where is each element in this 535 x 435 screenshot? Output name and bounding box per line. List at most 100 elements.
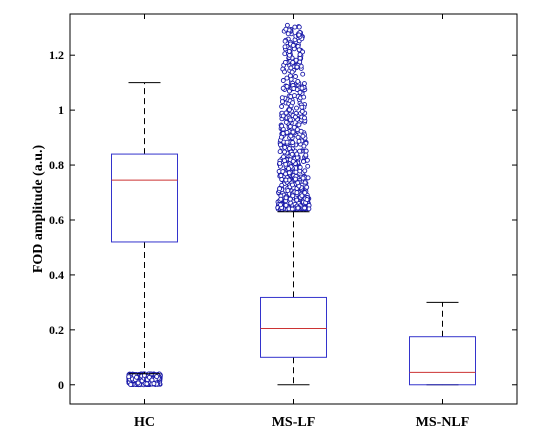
- outlier-point: [286, 48, 292, 54]
- outlier-point: [291, 86, 297, 91]
- outlier-point: [299, 104, 305, 110]
- outlier-point: [302, 190, 308, 196]
- outlier-point: [135, 380, 141, 386]
- outlier-point: [134, 374, 139, 380]
- outlier-point: [304, 197, 310, 203]
- outlier-point: [300, 175, 306, 181]
- x-tick-label: HC: [134, 415, 155, 430]
- y-tick-label: 1: [58, 103, 64, 117]
- outlier-point: [144, 381, 150, 387]
- outlier-point: [292, 176, 298, 182]
- outlier-point: [282, 69, 287, 75]
- y-tick-label: 0.2: [49, 323, 64, 337]
- outlier-point: [287, 117, 293, 123]
- outlier-point: [300, 133, 306, 139]
- outlier-point: [300, 71, 306, 77]
- outlier-point: [283, 177, 289, 183]
- outlier-point: [297, 148, 303, 154]
- outlier-point: [286, 107, 292, 113]
- box-ms-lf: [260, 211, 327, 386]
- outlier-point: [280, 85, 286, 91]
- outlier-point: [282, 38, 288, 44]
- outlier-point: [279, 104, 285, 109]
- outlier-point: [154, 374, 160, 380]
- y-tick-label: 1.2: [49, 48, 64, 62]
- outlier-point: [292, 24, 298, 30]
- outlier-point: [302, 168, 308, 174]
- x-tick-label: MS-LF: [272, 415, 316, 430]
- outlier-point: [151, 381, 157, 387]
- outlier-point: [285, 31, 291, 37]
- outlier-point: [128, 382, 134, 388]
- x-axis: HC MS-LF MS-NLF: [134, 14, 469, 430]
- y-axis: 0 0.2 0.4 0.6 0.8 1 1.2: [49, 48, 517, 392]
- outlier-point: [299, 85, 305, 91]
- outlier-point: [284, 83, 290, 89]
- outlier-point: [286, 166, 292, 172]
- outlier-point: [280, 78, 286, 83]
- outlier-point: [284, 22, 290, 28]
- iqr-box: [260, 296, 327, 358]
- y-axis-label: FOD amplitude (a.u.): [31, 144, 46, 273]
- outlier-point: [293, 57, 299, 63]
- outlier-point: [285, 188, 291, 194]
- outlier-point: [297, 164, 303, 170]
- box-ms-nlf: [409, 301, 476, 386]
- outlier-point: [289, 69, 295, 75]
- outlier-point: [290, 42, 296, 48]
- outlier-point: [278, 134, 284, 140]
- outlier-point: [303, 148, 309, 154]
- outlier-point: [302, 205, 308, 211]
- outlier-point: [278, 196, 284, 202]
- x-tick-label: MS-NLF: [416, 415, 470, 430]
- outlier-point: [305, 163, 311, 169]
- outlier-point: [290, 193, 296, 199]
- outlier-point: [292, 114, 298, 120]
- outlier-point: [293, 169, 299, 175]
- outlier-point: [291, 124, 297, 130]
- outlier-point: [301, 143, 307, 149]
- outlier-point: [284, 139, 290, 145]
- outlier-point: [283, 26, 289, 32]
- outlier-point: [283, 119, 289, 125]
- iqr-box: [409, 336, 476, 386]
- outlier-point: [290, 140, 296, 145]
- outlier-point: [296, 24, 302, 30]
- outlier-point: [126, 374, 132, 380]
- outlier-point: [290, 129, 296, 135]
- outlier-point: [288, 65, 294, 71]
- outlier-point: [277, 149, 283, 155]
- outlier-point: [294, 105, 299, 111]
- outlier-point: [298, 128, 304, 134]
- outlier-point: [284, 129, 290, 135]
- outliers-layer: [126, 22, 312, 388]
- outlier-point: [284, 75, 290, 81]
- y-tick-label: 0.8: [49, 158, 64, 172]
- outlier-point: [295, 134, 301, 140]
- outlier-point: [277, 142, 283, 148]
- y-tick-label: 0.4: [49, 268, 64, 282]
- outlier-point: [296, 32, 302, 38]
- outlier-point: [277, 186, 283, 192]
- outlier-point: [286, 88, 292, 94]
- outlier-point: [283, 161, 289, 167]
- outlier-point: [289, 151, 295, 157]
- outlier-point: [293, 74, 298, 79]
- outlier-point: [294, 197, 300, 203]
- outlier-point: [304, 157, 310, 163]
- outlier-point: [295, 78, 301, 84]
- outlier-point: [290, 182, 295, 188]
- outlier-point: [279, 176, 285, 182]
- iqr-box: [111, 153, 178, 243]
- outlier-point: [299, 108, 305, 114]
- outlier-point: [282, 149, 287, 155]
- outlier-point: [294, 64, 300, 70]
- outlier-point: [280, 113, 286, 119]
- outlier-point: [277, 160, 283, 166]
- outlier-point: [288, 133, 294, 139]
- outlier-point: [297, 89, 303, 95]
- outlier-point: [282, 59, 288, 65]
- outlier-point: [278, 202, 283, 208]
- outlier-point: [299, 193, 305, 199]
- outlier-point: [278, 173, 284, 179]
